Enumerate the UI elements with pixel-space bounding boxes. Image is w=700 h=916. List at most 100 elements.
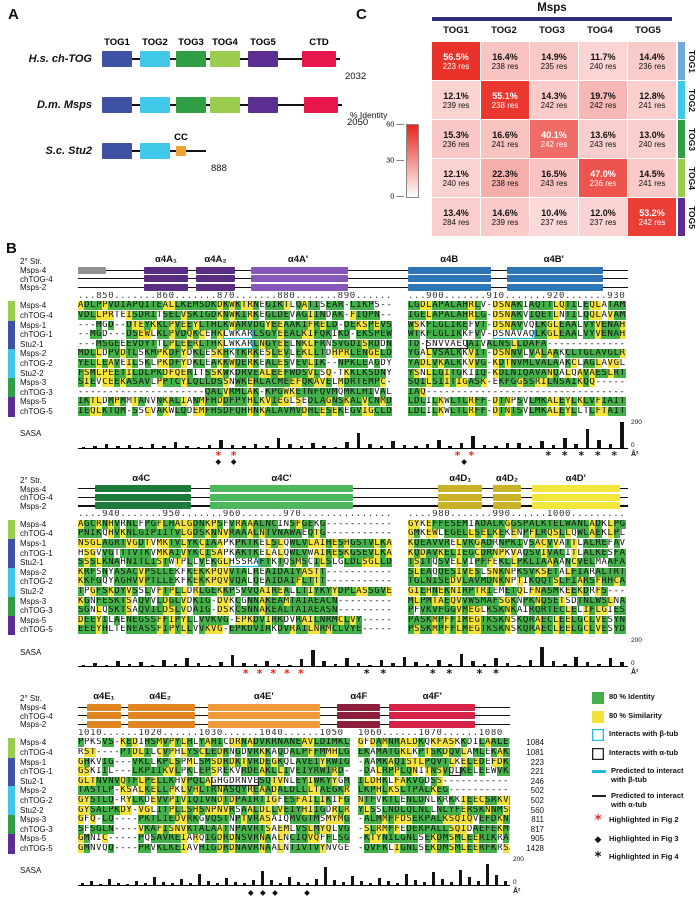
heatmap-cell-percent: 19.7% <box>590 90 616 101</box>
structure-row-track <box>78 493 628 502</box>
heatmap-cell-residues: 284 res <box>442 217 470 227</box>
red-star-marker: * <box>230 448 237 462</box>
sasa-bar <box>288 665 292 666</box>
heatmap-cell: 14.9% 235 res <box>530 42 578 80</box>
sequence-row: chTOG-4 PNIKQHVKNLGIPIITVLGDSKNNVRAAALNTV… <box>8 529 698 540</box>
panel-b-label: B <box>6 240 17 257</box>
heatmap-row-color-strips <box>678 42 685 237</box>
sasa-bar <box>80 883 85 885</box>
helix-label: α4A₂ <box>204 254 227 265</box>
residue-ruler: 1010......1020......1030......1040......… <box>8 729 698 739</box>
sequence-gap <box>396 359 408 369</box>
sequence-seg1: GYSALPKDY-VGLITPLLSHSNPNVRSAALDLLVEIYHII… <box>78 805 350 816</box>
structure-row-name: Msps-4 <box>20 266 47 275</box>
sequence-gap <box>396 311 408 321</box>
sasa-bar <box>197 874 202 885</box>
sasa-bar <box>404 874 409 885</box>
structure-row-track <box>78 712 510 721</box>
sequence-name: chTOG-5 <box>20 406 53 416</box>
helix-box <box>86 712 122 720</box>
heatmap-cell: 15.3% 236 res <box>432 120 480 158</box>
group-color-bar <box>8 738 15 748</box>
sasa-bar <box>322 661 326 666</box>
sasa-bar-slot <box>250 639 261 666</box>
sasa-bar <box>287 876 292 885</box>
heatmap-cell-percent: 13.4% <box>443 207 469 218</box>
sasa-label: SASA <box>20 866 42 875</box>
sequence-name: chTOG-5 <box>20 625 53 635</box>
heatmap-cell-residues: 236 res <box>589 178 617 188</box>
sequence-seg2: -AAMKAQISTLPQVTLKELEDEFDKL <box>358 757 510 768</box>
sequence-segments: GLTNVNVQTFLPELLKHVPQLAGHGDRNVESQTVNLEYIW… <box>78 776 510 787</box>
sequence-seg1: MDLLDPVDTLSKMPKDFYDKLESKHKTKRKESLEVLEKLL… <box>78 349 393 359</box>
heatmap-cell: 56.5% 223 res <box>432 42 480 80</box>
sequence-segments: DEEYILAENEGSSFFIPYLLVVKVG-EPKDVIRKDVRAIL… <box>78 615 628 626</box>
sequence-gap <box>396 520 408 530</box>
sequence-segments: EEEYHLTENEASSFIPYLLVVKVG-EPKDVIRKDVRAILN… <box>78 625 628 635</box>
heatmap-cell: 14.5% 241 res <box>628 159 676 197</box>
sasa-bar-slot <box>593 421 604 448</box>
helix-label: α4C' <box>271 472 292 484</box>
sasa-bar <box>563 663 567 666</box>
diamond-marker: ◆ <box>230 456 237 466</box>
sequence-segments: SFSGLN----VKAFISNVKTALAATNPAVRTSAEMLVSLM… <box>78 824 510 835</box>
sasa-bar <box>356 433 361 448</box>
helix-box <box>389 712 476 720</box>
sequence-gap <box>396 388 408 398</box>
sasa-bar-slot <box>429 858 438 885</box>
helix-box <box>438 502 483 510</box>
domain-label: TOG4 <box>212 37 238 48</box>
sequence-seg1: ADLPPVDIAPQITEALLKEMSDKDKWKTRNEGIKTLQATI… <box>78 301 393 311</box>
sasa-bar-slot <box>238 639 249 666</box>
sasa-bar-slot <box>582 421 593 448</box>
sasa-bar-slot <box>250 421 261 448</box>
sasa-bar-slot <box>605 639 616 666</box>
group-color-bar <box>8 548 15 559</box>
sasa-bar <box>356 662 361 666</box>
sasa-bar <box>345 441 349 448</box>
sequence-name: chTOG-2 <box>20 577 53 587</box>
heatmap-cell-percent: 22.3% <box>492 168 518 179</box>
heatmap-cell-residues: 239 res <box>491 217 519 227</box>
sequence-seg2: GMKEWLEGELLSELKEKENPFLRQSLLQWLAEKLPL <box>408 529 626 539</box>
legend-item: 80 % Identity <box>592 692 698 704</box>
sasa-bar-slot <box>273 421 284 448</box>
domain-ctd: CTD <box>302 37 336 67</box>
structure-row-name: Msps-2 <box>20 720 47 730</box>
sequence-seg1: VDLLPRTEISDRITSELVSKIGDKNWKIRKEGLDEVAGII… <box>78 310 393 320</box>
sasa-bar <box>471 435 475 448</box>
sasa-bar-slot <box>276 858 285 885</box>
domain-label: TOG3 <box>178 37 204 48</box>
sequence-name: Msps-3 <box>20 378 47 388</box>
sasa-bar <box>551 660 556 666</box>
heatmap-cell-residues: 236 res <box>638 61 666 71</box>
sequence-seg2: WTKFLGLIKKFVV-DSNAVAQLKGLEAALVYVENAH <box>408 330 626 340</box>
sasa-bar-slot <box>215 421 226 448</box>
sequence-name: chTOG-1 <box>20 767 53 777</box>
sequence-segments: GMNVQQ----PRVKLKEIAVHIGDRDNAVRNAALNTIVTV… <box>78 843 510 854</box>
sasa-axis-min: 0 <box>631 441 635 449</box>
legend-text: Interacts with α-tub <box>609 747 679 757</box>
structure-row-track <box>78 266 628 275</box>
sasa-bar-slot <box>330 858 339 885</box>
helix-box <box>127 712 195 720</box>
domain-cc: CC <box>174 132 188 156</box>
sasa-axis-max: 200 <box>631 418 642 426</box>
sequence-row: chTOG-5 EEEYHLTENEASSFIPYLLVVKVG-EPKDVIRK… <box>8 625 698 635</box>
sasa-bar-slot <box>307 639 318 666</box>
sasa-bar-slot <box>296 421 307 448</box>
protein-length: 2032 <box>345 71 367 82</box>
domain-label: TOG5 <box>250 37 276 48</box>
sasa-bar-slot <box>307 421 318 448</box>
heatmap-cell: 12.1% 239 res <box>432 81 480 119</box>
secondary-structure-label: 2° Str. <box>20 694 42 703</box>
sasa-bar-slot <box>204 639 215 666</box>
sequence-seg1: SGNLQSKTSAQVILDSLVDAIG-DSKCSNNAKEALTAIAE… <box>78 606 393 616</box>
sequence-row: Msps-1 ---MGD--DTEYKKLPVEEYLTHLKWARVDGYEE… <box>8 320 698 331</box>
group-color-bar <box>8 815 15 825</box>
helix-box <box>531 502 620 510</box>
sasa-bar-slot <box>147 639 158 666</box>
sasa-bar <box>173 663 178 666</box>
sasa-bar <box>494 446 498 448</box>
sequence-name: chTOG-3 <box>20 387 53 397</box>
